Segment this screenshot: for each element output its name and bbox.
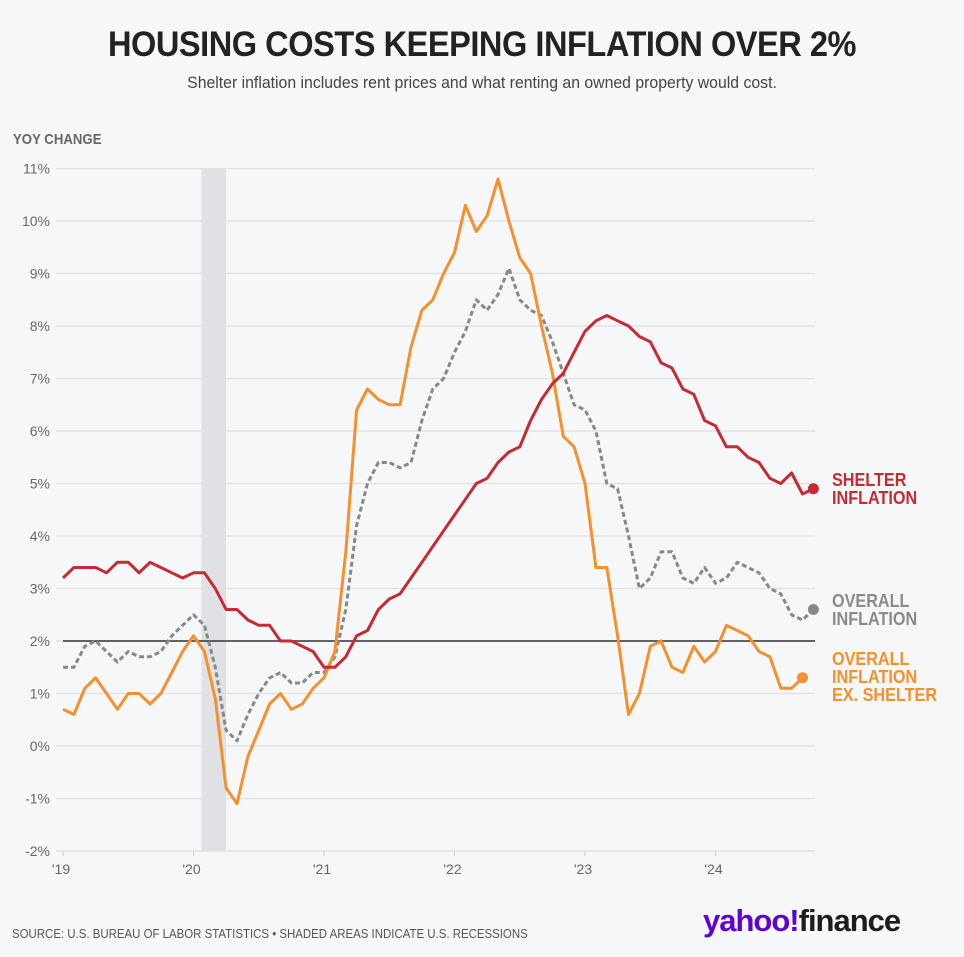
- series-line-2: [62, 177, 804, 806]
- x-tick-label: '19: [52, 861, 70, 877]
- legend-label: SHELTER INFLATION: [832, 471, 917, 507]
- x-tick-label: '21: [313, 861, 331, 877]
- source-note: SOURCE: U.S. BUREAU OF LABOR STATISTICS …: [12, 926, 528, 941]
- y-tick-label: 4%: [30, 528, 50, 544]
- legend-label-line: INFLATION: [832, 488, 918, 508]
- y-tick-label: 9%: [30, 266, 50, 282]
- x-axis-ticks: '19 '20 '21 '22 '23 '24: [52, 851, 723, 877]
- series-line-1: [63, 266, 815, 743]
- chart-title: HOUSING COSTS KEEPING INFLATION OVER 2%: [107, 25, 857, 64]
- gridlines: [56, 167, 815, 852]
- y-tick-label: 11%: [23, 161, 50, 177]
- legend-label-line: OVERALL: [832, 649, 910, 669]
- legend-label: OVERALL INFLATION EX. SHELTER: [832, 650, 937, 704]
- x-tick-label: '20: [182, 861, 200, 877]
- y-tick-label: 6%: [30, 423, 50, 439]
- recession-shading: [201, 168, 227, 851]
- logo-yahoo: yahoo!: [703, 903, 800, 938]
- y-tick-label: 5%: [30, 476, 50, 492]
- series-end-marker: [807, 604, 819, 615]
- legend-label-line: INFLATION: [832, 667, 918, 687]
- y-tick-label: -2%: [25, 843, 50, 859]
- y-tick-label: 8%: [30, 318, 50, 334]
- y-tick-label: 1%: [30, 686, 50, 702]
- legend-label-line: EX. SHELTER: [832, 685, 938, 705]
- chart-subtitle: Shelter inflation includes rent prices a…: [187, 73, 777, 92]
- legend-label-line: OVERALL: [832, 591, 910, 611]
- x-tick-label: '23: [574, 861, 592, 877]
- legend-label-line: INFLATION: [832, 609, 918, 629]
- x-tick-label: '24: [704, 861, 722, 877]
- y-tick-label: -1%: [25, 791, 50, 807]
- recession-band: [201, 168, 227, 851]
- y-tick-label: 7%: [30, 371, 50, 387]
- y-tick-label: 0%: [30, 738, 50, 754]
- legend-label-line: SHELTER: [832, 470, 907, 490]
- series-end-marker: [797, 672, 808, 684]
- series-lines: [61, 177, 819, 806]
- logo-finance: finance: [798, 903, 902, 938]
- y-tick-label: 10%: [22, 213, 50, 229]
- y-tick-label: 3%: [30, 581, 50, 597]
- y-axis-label: YOY CHANGE: [13, 131, 102, 148]
- y-tick-label: 2%: [30, 633, 50, 649]
- legend-label: OVERALL INFLATION: [832, 592, 917, 628]
- x-tick-label: '22: [443, 861, 461, 877]
- y-axis-ticks: -2% -1% 0% 1% 2% 3% 4% 5% 6% 7% 8% 9% 10% 11%: [22, 161, 50, 860]
- yahoo-finance-logo: yahoo!finance: [703, 903, 902, 939]
- series-line-0: [61, 314, 815, 669]
- series-end-marker: [807, 483, 819, 495]
